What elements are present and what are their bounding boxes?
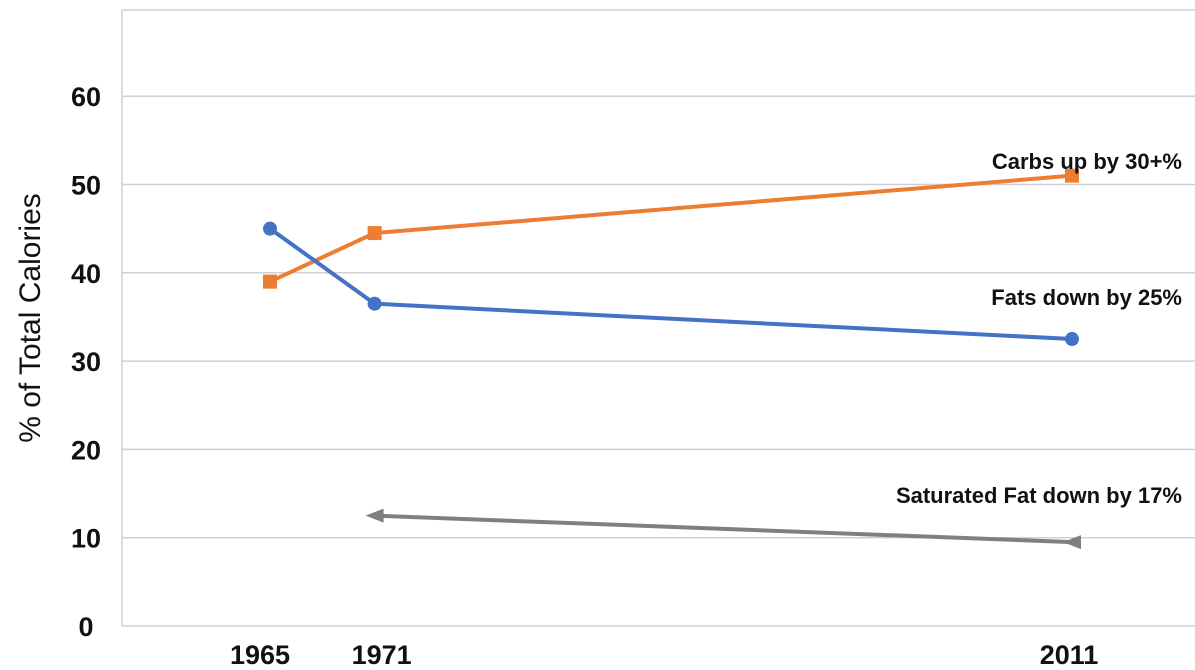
- data-point-carbs: [263, 274, 277, 289]
- x-tick-labels: 1965 1971 2011: [230, 640, 1098, 670]
- y-axis-label: % of Total Calories: [14, 193, 47, 443]
- series-satfat: [365, 508, 1081, 550]
- y-tick-label: 20: [71, 435, 101, 465]
- data-point-carbs: [367, 226, 382, 241]
- data-point-satfat: [1063, 535, 1081, 550]
- data-point-satfat: [365, 508, 384, 523]
- y-tick-labels: 0 10 20 30 40 50 60: [71, 82, 101, 642]
- y-tick-label: 40: [71, 259, 101, 289]
- x-tick-label: 2011: [1040, 640, 1099, 670]
- y-tick-label: 50: [71, 171, 101, 201]
- annotation-carbs: Carbs up by 30+%: [992, 149, 1182, 174]
- series-carbs: [263, 168, 1079, 289]
- annotation-saturated-fat: Saturated Fat down by 17%: [896, 483, 1182, 508]
- series: [263, 168, 1081, 550]
- data-point-fats: [1065, 332, 1079, 347]
- series-fats: [263, 221, 1079, 347]
- y-tick-label: 30: [71, 347, 101, 377]
- data-point-fats: [367, 296, 382, 311]
- data-point-carbs: [1065, 168, 1079, 183]
- gridlines: [122, 9, 1195, 627]
- data-point-fats: [263, 221, 277, 236]
- series-line-fats: [268, 227, 1073, 342]
- y-tick-label: 60: [71, 82, 101, 112]
- series-line-satfat: [374, 513, 1073, 545]
- series-line-carbs: [269, 173, 1073, 284]
- x-tick-label: 1965: [230, 640, 290, 670]
- y-tick-label: 10: [71, 524, 101, 554]
- y-tick-label: 0: [78, 612, 93, 642]
- x-tick-label: 1971: [352, 640, 412, 670]
- annotation-fats: Fats down by 25%: [991, 285, 1182, 310]
